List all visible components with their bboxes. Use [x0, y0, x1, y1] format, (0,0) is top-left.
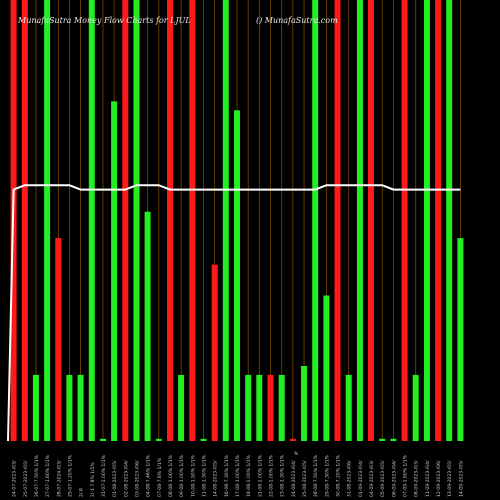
x-tick-label: 03-08-2023-/06/	[134, 460, 140, 497]
x-tick-label: 07-09-1.60% 1/1%	[403, 454, 409, 497]
x-tick-label: 10-08-1.50% 1/1%	[190, 454, 196, 497]
bar	[356, 0, 363, 441]
bar	[234, 110, 240, 442]
bars-group	[10, 0, 464, 442]
bar	[21, 0, 28, 441]
x-tick-label: 29-07-1.20% 1/1%	[67, 454, 73, 497]
x-tick-labels: 24-07-2023-/03/25-07-2023-/05/26-07-7.50…	[12, 454, 465, 497]
bar	[435, 0, 442, 441]
bar	[44, 0, 51, 441]
bar	[412, 374, 419, 441]
x-tick-label: 28-08-7.50% 1/1%	[313, 454, 319, 497]
x-tick-label: 17-08-1.00% 1/1%	[235, 454, 241, 497]
x-tick-label: 01-09-2023-/04/	[358, 460, 364, 497]
x-tick-label: 06-09-2023-/04/	[391, 460, 397, 497]
bar	[32, 374, 39, 441]
x-tick-label: 28-07-2024-/03/	[56, 460, 62, 497]
bar	[256, 374, 263, 441]
x-tick-label: 07-08-7.6% 1/1%	[157, 457, 163, 497]
x-tick-label: 11-08-1.30% 1/1%	[201, 454, 207, 497]
bar	[312, 0, 319, 441]
bar	[55, 238, 62, 441]
bar	[155, 438, 162, 441]
x-tick-label: 21-08-1.00% 1/1%	[257, 454, 263, 497]
bar	[345, 374, 352, 441]
bar	[379, 438, 386, 441]
bar	[301, 366, 307, 441]
x-tick-label: 08-09-2023-/03/	[414, 460, 420, 497]
x-tick-label: 25-08-2023-/05/	[302, 460, 308, 497]
x-tick-label: 22-08-1.00% 1/1%	[269, 454, 275, 497]
x-tick-label: 05-09-2023-/05/	[380, 460, 386, 497]
x-tick-label: 27-07-1.60% 1/1%	[45, 454, 51, 497]
bar	[144, 211, 151, 441]
x-tick-label: 02-08-2023-/04/	[123, 460, 129, 497]
bar	[423, 0, 430, 441]
x-tick-label: 29-08-7.30% 1/1%	[324, 454, 330, 497]
chart-title: MunafaSutra Money Flow Charts for LJUL	[17, 16, 191, 25]
bar	[77, 374, 84, 441]
x-tick-label: 13-09-2023-/05/	[447, 460, 453, 497]
bar	[289, 438, 296, 441]
x-tick-label: 2/-8	[79, 488, 85, 497]
bar	[278, 374, 285, 441]
x-tick-label: 04-09-2023-/03/	[369, 460, 375, 497]
extra-label: %	[294, 451, 299, 457]
chart-title-right: () MunafaSutra.com	[256, 16, 338, 25]
money-flow-line	[7, 184, 461, 442]
x-tick-label: 18-08-1.00% 1/1%	[246, 454, 252, 497]
bar	[390, 438, 397, 441]
x-tick-label: 26-07-7.50% 1/1%	[34, 454, 40, 497]
x-tick-label: 31-07-1.00% 1/1%	[101, 454, 107, 497]
bar	[66, 374, 73, 441]
bar	[222, 0, 229, 441]
bar	[457, 238, 464, 441]
x-tick-label: 09-08-1.00% 1/1%	[179, 454, 185, 497]
bar	[401, 0, 408, 441]
bar	[122, 0, 129, 441]
bar	[267, 374, 274, 441]
x-tick-label: 23-08-1.30% 1/1%	[280, 454, 286, 497]
x-tick-label: 12-09-2023-/06/	[436, 460, 442, 497]
bar	[111, 101, 118, 442]
x-tick-label: 30-08-7.20% 1/1%	[336, 454, 342, 497]
x-tick-label: 14-09-2023-/05/	[458, 460, 464, 497]
bar	[368, 0, 374, 441]
x-tick-label: 2/-1 7.8% 1/1%	[90, 462, 96, 497]
bar	[133, 0, 140, 441]
bar	[100, 438, 106, 441]
bar	[446, 0, 453, 441]
bar	[323, 295, 330, 441]
x-tick-label: 08-08-1.00% 1/1%	[168, 454, 174, 497]
x-tick-label: 25-07-2023-/05/	[23, 460, 29, 497]
bar	[189, 0, 196, 441]
x-tick-label: 31-08-2023-/06/	[347, 460, 353, 497]
bar	[88, 0, 95, 441]
x-tick-label: 14-08-2023-/05/	[213, 460, 219, 497]
bar	[167, 0, 173, 441]
bar	[178, 374, 185, 441]
x-tick-label: 24-08-2023-/04/	[291, 460, 297, 497]
bar	[200, 438, 207, 441]
x-tick-label: 04-08-7.46% 1/1%	[146, 454, 152, 497]
bar	[245, 374, 252, 441]
bar	[211, 264, 218, 441]
x-tick-label: 24-07-2023-/03/	[12, 460, 18, 497]
bar	[334, 0, 341, 441]
x-tick-label: 16-08-7.30% 1/1%	[224, 454, 230, 497]
x-tick-label: 01-08-2023-/05/	[112, 460, 118, 497]
x-tick-label: 11-09-2023-/04/	[425, 460, 431, 497]
